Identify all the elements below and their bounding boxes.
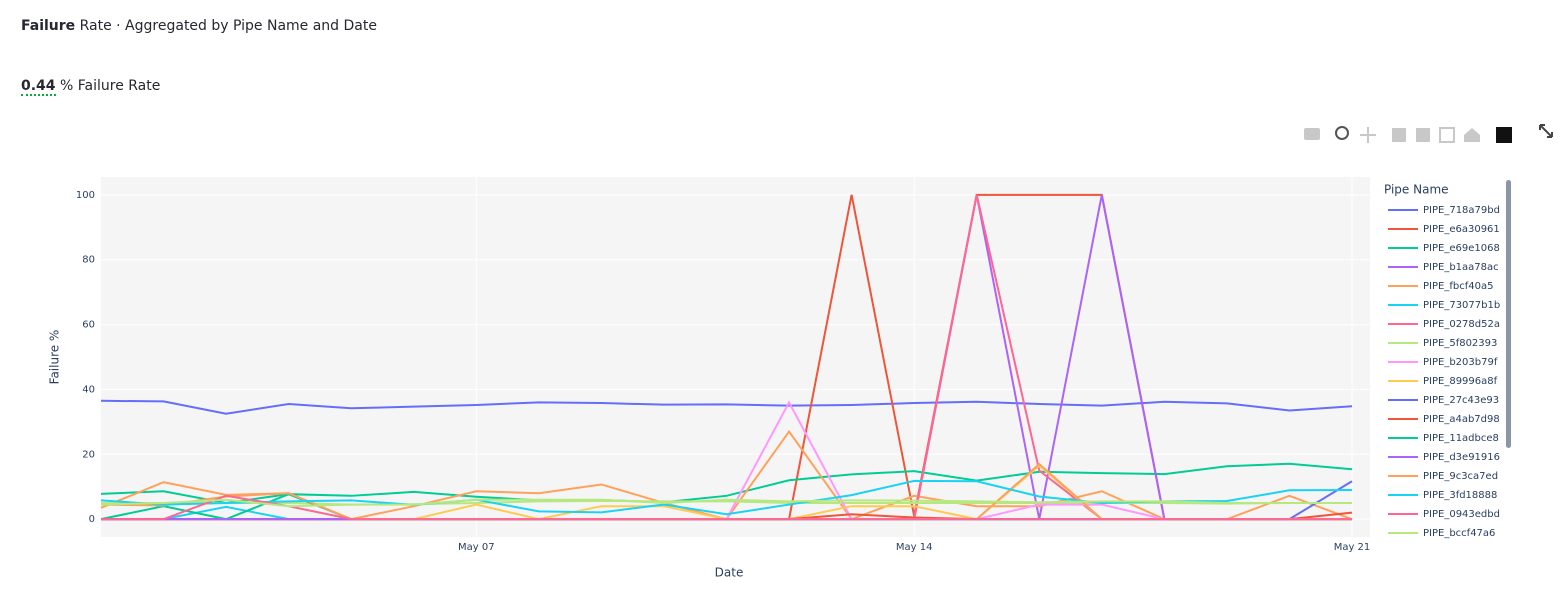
- y-tick-label: 100: [76, 190, 95, 201]
- legend-scrollbar[interactable]: [1506, 180, 1511, 448]
- y-axis-title: Failure %: [48, 330, 62, 385]
- zoom-in-icon[interactable]: [1392, 128, 1406, 142]
- kpi-label: % Failure Rate: [60, 78, 161, 94]
- legend-label: PIPE_bccf47a6: [1423, 528, 1495, 539]
- kpi: 0.44 % Failure Rate: [21, 78, 161, 96]
- legend-label: PIPE_718a79bd: [1423, 205, 1500, 216]
- title-rest: Rate · Aggregated by Pipe Name and Date: [79, 18, 377, 34]
- legend-label: PIPE_0943edbd: [1423, 509, 1500, 520]
- zoom-icon[interactable]: [1335, 126, 1349, 140]
- series-line: [100, 498, 1352, 508]
- legend-label: PIPE_5f802393: [1423, 338, 1497, 349]
- plot-background: [101, 177, 1370, 537]
- y-tick-label: 80: [82, 255, 95, 266]
- legend-label: PIPE_9c3ca7ed: [1423, 471, 1498, 482]
- legend-label: PIPE_a4ab7d98: [1423, 414, 1500, 425]
- legend-label: PIPE_e69e1068: [1423, 243, 1500, 254]
- series-line: [100, 399, 1353, 415]
- series-line: [100, 462, 1353, 504]
- fullscreen-icon[interactable]: [1539, 124, 1553, 138]
- legend-label: PIPE_e6a30961: [1423, 224, 1500, 235]
- legend-label: PIPE_d3e91916: [1423, 452, 1500, 463]
- pan-icon[interactable]: [1360, 127, 1376, 143]
- reset-icon[interactable]: [1464, 128, 1480, 142]
- toolbar: [1304, 124, 1553, 143]
- legend-label: PIPE_73077b1b: [1423, 300, 1500, 311]
- legend-label: PIPE_b1aa78ac: [1423, 262, 1499, 273]
- legend-label: PIPE_b203b79f: [1423, 357, 1498, 368]
- autoscale-icon[interactable]: [1439, 127, 1455, 143]
- legend-label: PIPE_11adbce8: [1423, 433, 1499, 444]
- y-tick-label: 20: [82, 449, 95, 460]
- legend-title: Pipe Name: [1384, 183, 1449, 197]
- y-tick-label: 60: [82, 320, 95, 331]
- legend-label: PIPE_fbcf40a5: [1423, 281, 1493, 292]
- header-title: Failure Rate · Aggregated by Pipe Name a…: [21, 18, 377, 34]
- x-axis-title: Date: [715, 566, 744, 580]
- plotly-logo[interactable]: [1496, 127, 1512, 143]
- x-tick-label: May 07: [458, 542, 495, 553]
- title-bold: Failure: [21, 18, 76, 34]
- y-tick-label: 40: [82, 384, 95, 395]
- legend-label: PIPE_3fd18888: [1423, 490, 1497, 501]
- x-tick-label: May 14: [896, 542, 933, 553]
- zoom-out-icon[interactable]: [1416, 128, 1430, 142]
- legend-label: PIPE_89996a8f: [1423, 376, 1498, 387]
- y-tick-label: 0: [89, 514, 95, 525]
- legend-label: PIPE_0278d52a: [1423, 319, 1500, 330]
- series-line: [101, 494, 1352, 521]
- legend-label: PIPE_27c43e93: [1423, 395, 1499, 406]
- camera-icon[interactable]: [1304, 128, 1320, 140]
- x-tick-label: May 21: [1334, 542, 1371, 553]
- kpi-value: 0.44: [21, 78, 56, 96]
